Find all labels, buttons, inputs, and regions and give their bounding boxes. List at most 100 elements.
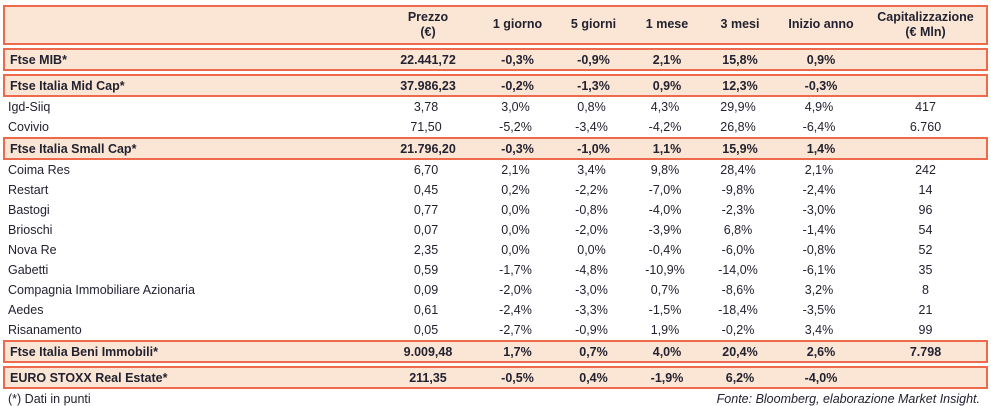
cell-3-mesi: -0,2% bbox=[721, 323, 755, 337]
cell-3-mesi: -8,6% bbox=[721, 283, 755, 297]
cell-1-giorno: -2,4% bbox=[499, 303, 532, 317]
cell-3-mesi: 29,9% bbox=[720, 100, 756, 114]
cell-inizio-anno: -3,0% bbox=[802, 203, 836, 217]
cell-5-giorni: -4,8% bbox=[575, 263, 608, 277]
row-name: Gabetti bbox=[8, 263, 49, 277]
cell-1-giorno: 1,7% bbox=[503, 344, 532, 359]
cell-1-giorno: -1,7% bbox=[499, 263, 532, 277]
cell-1-giorno: -5,2% bbox=[499, 120, 532, 134]
cell-5-giorni: -1,3% bbox=[577, 78, 610, 93]
cell-inizio-anno: 0,9% bbox=[806, 52, 836, 67]
cell-inizio-anno: -6,4% bbox=[802, 120, 836, 134]
cell-3-mesi: -14,0% bbox=[718, 263, 758, 277]
cell-1-giorno: 3,0% bbox=[501, 100, 530, 114]
row-name: Coima Res bbox=[8, 163, 70, 177]
cell-5-giorni: 3,4% bbox=[577, 163, 606, 177]
cell-inizio-anno: 2,6% bbox=[806, 344, 836, 359]
table-row: Igd-Siiq 3,78 3,0% 0,8% 4,3% 29,9% 4,9% … bbox=[3, 97, 988, 117]
col-header-1-mese: 1 mese bbox=[645, 17, 689, 32]
cell-5-giorni: -0,9% bbox=[575, 323, 608, 337]
cell-inizio-anno: 4,9% bbox=[804, 100, 834, 114]
cell-1-giorno: -2,7% bbox=[499, 323, 532, 337]
cell-5-giorni: 0,0% bbox=[577, 243, 606, 257]
cell-5-giorni: 0,4% bbox=[579, 370, 608, 385]
col-header-capitalizzazione: Capitalizzazione (€ Mln) bbox=[877, 9, 974, 39]
cell-inizio-anno: 2,1% bbox=[804, 163, 834, 177]
cell-3-mesi: -6,0% bbox=[721, 243, 755, 257]
cell-prezzo: 22.441,72 bbox=[400, 52, 456, 67]
table-row: Gabetti 0,59 -1,7% -4,8% -10,9% -14,0% -… bbox=[3, 260, 988, 280]
table-row: Restart 0,45 0,2% -2,2% -7,0% -9,8% -2,4… bbox=[3, 180, 988, 200]
cell-1-mese: -4,2% bbox=[648, 120, 682, 134]
cell-1-giorno: 0,0% bbox=[501, 203, 530, 217]
cell-1-mese: -10,9% bbox=[645, 263, 685, 277]
cell-capitalizzazione: 8 bbox=[922, 283, 929, 297]
cell-prezzo: 0,59 bbox=[413, 263, 439, 277]
table-footer: (*) Dati in punti Fonte: Bloomberg, elab… bbox=[3, 389, 988, 406]
cell-5-giorni: -3,3% bbox=[575, 303, 608, 317]
cell-1-mese: -7,0% bbox=[648, 183, 682, 197]
cell-inizio-anno: -3,5% bbox=[802, 303, 836, 317]
cell-5-giorni: -0,9% bbox=[577, 52, 610, 67]
source-attribution: Fonte: Bloomberg, elaborazione Market In… bbox=[716, 392, 980, 406]
cell-inizio-anno: -0,3% bbox=[804, 78, 838, 93]
cell-1-mese: 1,9% bbox=[650, 323, 680, 337]
col-header-inizio-anno: Inizio anno bbox=[788, 17, 854, 32]
cell-capitalizzazione: 35 bbox=[918, 263, 933, 277]
cell-3-mesi: -2,3% bbox=[721, 203, 755, 217]
cell-inizio-anno: 1,4% bbox=[806, 141, 836, 156]
cell-1-giorno: 0,0% bbox=[501, 223, 530, 237]
row-name: EURO STOXX Real Estate* bbox=[10, 370, 168, 385]
table-row: Brioschi 0,07 0,0% -2,0% -3,9% 6,8% -1,4… bbox=[3, 220, 988, 240]
cell-capitalizzazione: 52 bbox=[918, 243, 933, 257]
cell-prezzo: 21.796,20 bbox=[400, 141, 456, 156]
row-name: Restart bbox=[8, 183, 49, 197]
cell-3-mesi: 12,3% bbox=[722, 78, 758, 93]
table-row: Ftse Italia Beni Immobili* 9.009,48 1,7%… bbox=[3, 340, 988, 363]
cell-1-mese: 0,7% bbox=[650, 283, 680, 297]
cell-1-mese: 0,9% bbox=[652, 78, 682, 93]
cell-inizio-anno: -4,0% bbox=[804, 370, 838, 385]
cell-capitalizzazione: 417 bbox=[915, 100, 936, 114]
table-row: Bastogi 0,77 0,0% -0,8% -4,0% -2,3% -3,0… bbox=[3, 200, 988, 220]
table-row: Coima Res 6,70 2,1% 3,4% 9,8% 28,4% 2,1%… bbox=[3, 160, 988, 180]
table-row: Aedes 0,61 -2,4% -3,3% -1,5% -18,4% -3,5… bbox=[3, 300, 988, 320]
cell-capitalizzazione: 14 bbox=[918, 183, 933, 197]
cell-3-mesi: 6,8% bbox=[723, 223, 753, 237]
cell-capitalizzazione: 7.798 bbox=[909, 344, 942, 359]
table-row: Nova Re 2,35 0,0% 0,0% -0,4% -6,0% -0,8%… bbox=[3, 240, 988, 260]
row-name: Risanamento bbox=[8, 323, 82, 337]
table-rows: Ftse MIB* 22.441,72 -0,3% -0,9% 2,1% 15,… bbox=[3, 48, 988, 389]
cell-5-giorni: 0,7% bbox=[579, 344, 608, 359]
cell-prezzo: 0,61 bbox=[413, 303, 439, 317]
cell-capitalizzazione: 21 bbox=[918, 303, 933, 317]
cell-prezzo: 0,09 bbox=[413, 283, 439, 297]
cell-5-giorni: -0,8% bbox=[575, 203, 608, 217]
cell-5-giorni: -2,0% bbox=[575, 223, 608, 237]
cell-inizio-anno: -2,4% bbox=[802, 183, 836, 197]
col-header-5-giorni: 5 giorni bbox=[570, 17, 617, 32]
cell-1-giorno: 0,2% bbox=[501, 183, 530, 197]
cell-prezzo: 0,07 bbox=[413, 223, 439, 237]
cell-prezzo: 211,35 bbox=[409, 370, 447, 385]
cell-1-giorno: -2,0% bbox=[499, 283, 532, 297]
row-name: Brioschi bbox=[8, 223, 53, 237]
cell-1-mese: 1,1% bbox=[652, 141, 682, 156]
cell-3-mesi: 20,4% bbox=[722, 344, 758, 359]
cell-1-giorno: 0,0% bbox=[501, 243, 530, 257]
table-row: Compagnia Immobiliare Azionaria 0,09 -2,… bbox=[3, 280, 988, 300]
cell-capitalizzazione: 96 bbox=[918, 203, 933, 217]
table-row: EURO STOXX Real Estate* 211,35 -0,5% 0,4… bbox=[3, 366, 988, 389]
cell-inizio-anno: -1,4% bbox=[802, 223, 836, 237]
cell-prezzo: 6,70 bbox=[413, 163, 439, 177]
table-row: Risanamento 0,05 -2,7% -0,9% 1,9% -0,2% … bbox=[3, 320, 988, 340]
row-name: Nova Re bbox=[8, 243, 57, 257]
col-header-prezzo: Prezzo (€) bbox=[407, 9, 449, 39]
table-row: Ftse MIB* 22.441,72 -0,3% -0,9% 2,1% 15,… bbox=[3, 48, 988, 71]
cell-capitalizzazione: 6.760 bbox=[909, 120, 942, 134]
table-row: Ftse Italia Small Cap* 21.796,20 -0,3% -… bbox=[3, 137, 988, 160]
cell-3-mesi: 15,9% bbox=[722, 141, 758, 156]
cell-5-giorni: -1,0% bbox=[577, 141, 610, 156]
cell-capitalizzazione: 242 bbox=[915, 163, 936, 177]
